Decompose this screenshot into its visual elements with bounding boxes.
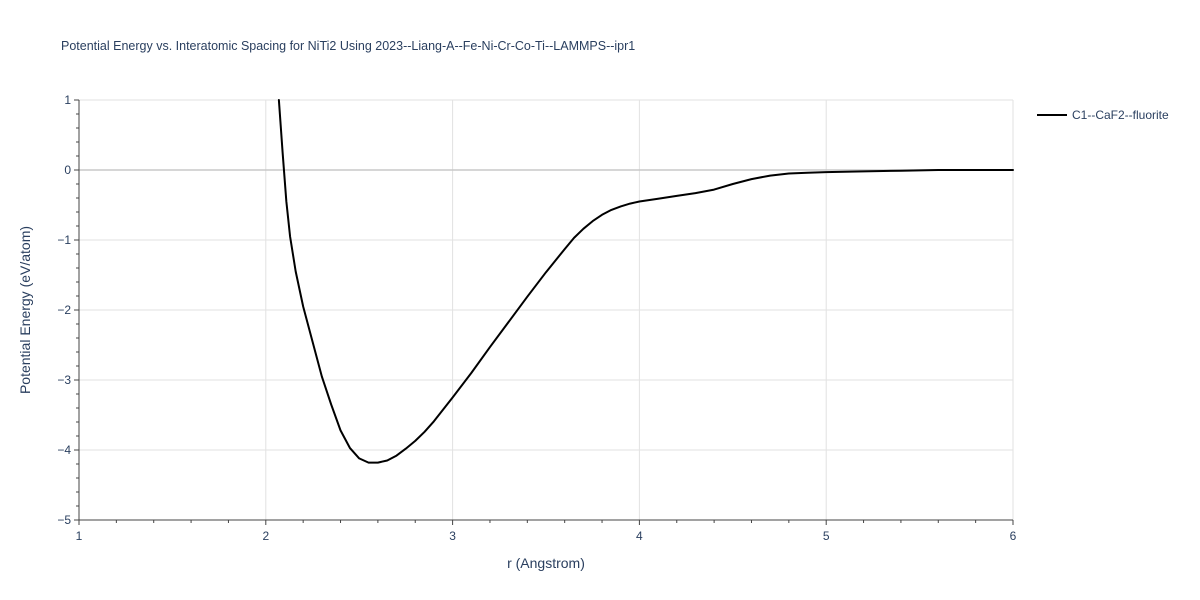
y-tick-label: −4 bbox=[57, 443, 71, 457]
y-axis-title: Potential Energy (eV/atom) bbox=[17, 226, 33, 394]
series-layer bbox=[277, 99, 1014, 464]
y-gridlines bbox=[79, 99, 1013, 451]
x-axis-title: r (Angstrom) bbox=[507, 555, 585, 571]
y-tick-label: −3 bbox=[57, 373, 71, 387]
y-axis-ticks: 1 0 −1 −2 −3 −4 −5 bbox=[57, 93, 79, 527]
y-tick-label: 1 bbox=[64, 93, 71, 107]
x-tick-label: 1 bbox=[76, 529, 83, 543]
x-tick-label: 4 bbox=[636, 529, 643, 543]
x-tick-label: 5 bbox=[823, 529, 830, 543]
y-tick-label: 0 bbox=[64, 163, 71, 177]
series-line-c1-caf2-fluorite[interactable] bbox=[277, 99, 1014, 464]
legend-label-c1-caf2-fluorite: C1--CaF2--fluorite bbox=[1072, 108, 1169, 122]
y-tick-label: −5 bbox=[57, 513, 71, 527]
chart-title: Potential Energy vs. Interatomic Spacing… bbox=[61, 39, 635, 53]
y-tick-label: −1 bbox=[57, 233, 71, 247]
y-tick-label: −2 bbox=[57, 303, 71, 317]
x-tick-label: 3 bbox=[449, 529, 456, 543]
x-axis-ticks: 1 2 3 4 5 6 bbox=[76, 520, 1017, 543]
legend[interactable]: C1--CaF2--fluorite bbox=[1037, 108, 1169, 122]
x-tick-label: 2 bbox=[262, 529, 269, 543]
x-tick-label: 6 bbox=[1010, 529, 1017, 543]
